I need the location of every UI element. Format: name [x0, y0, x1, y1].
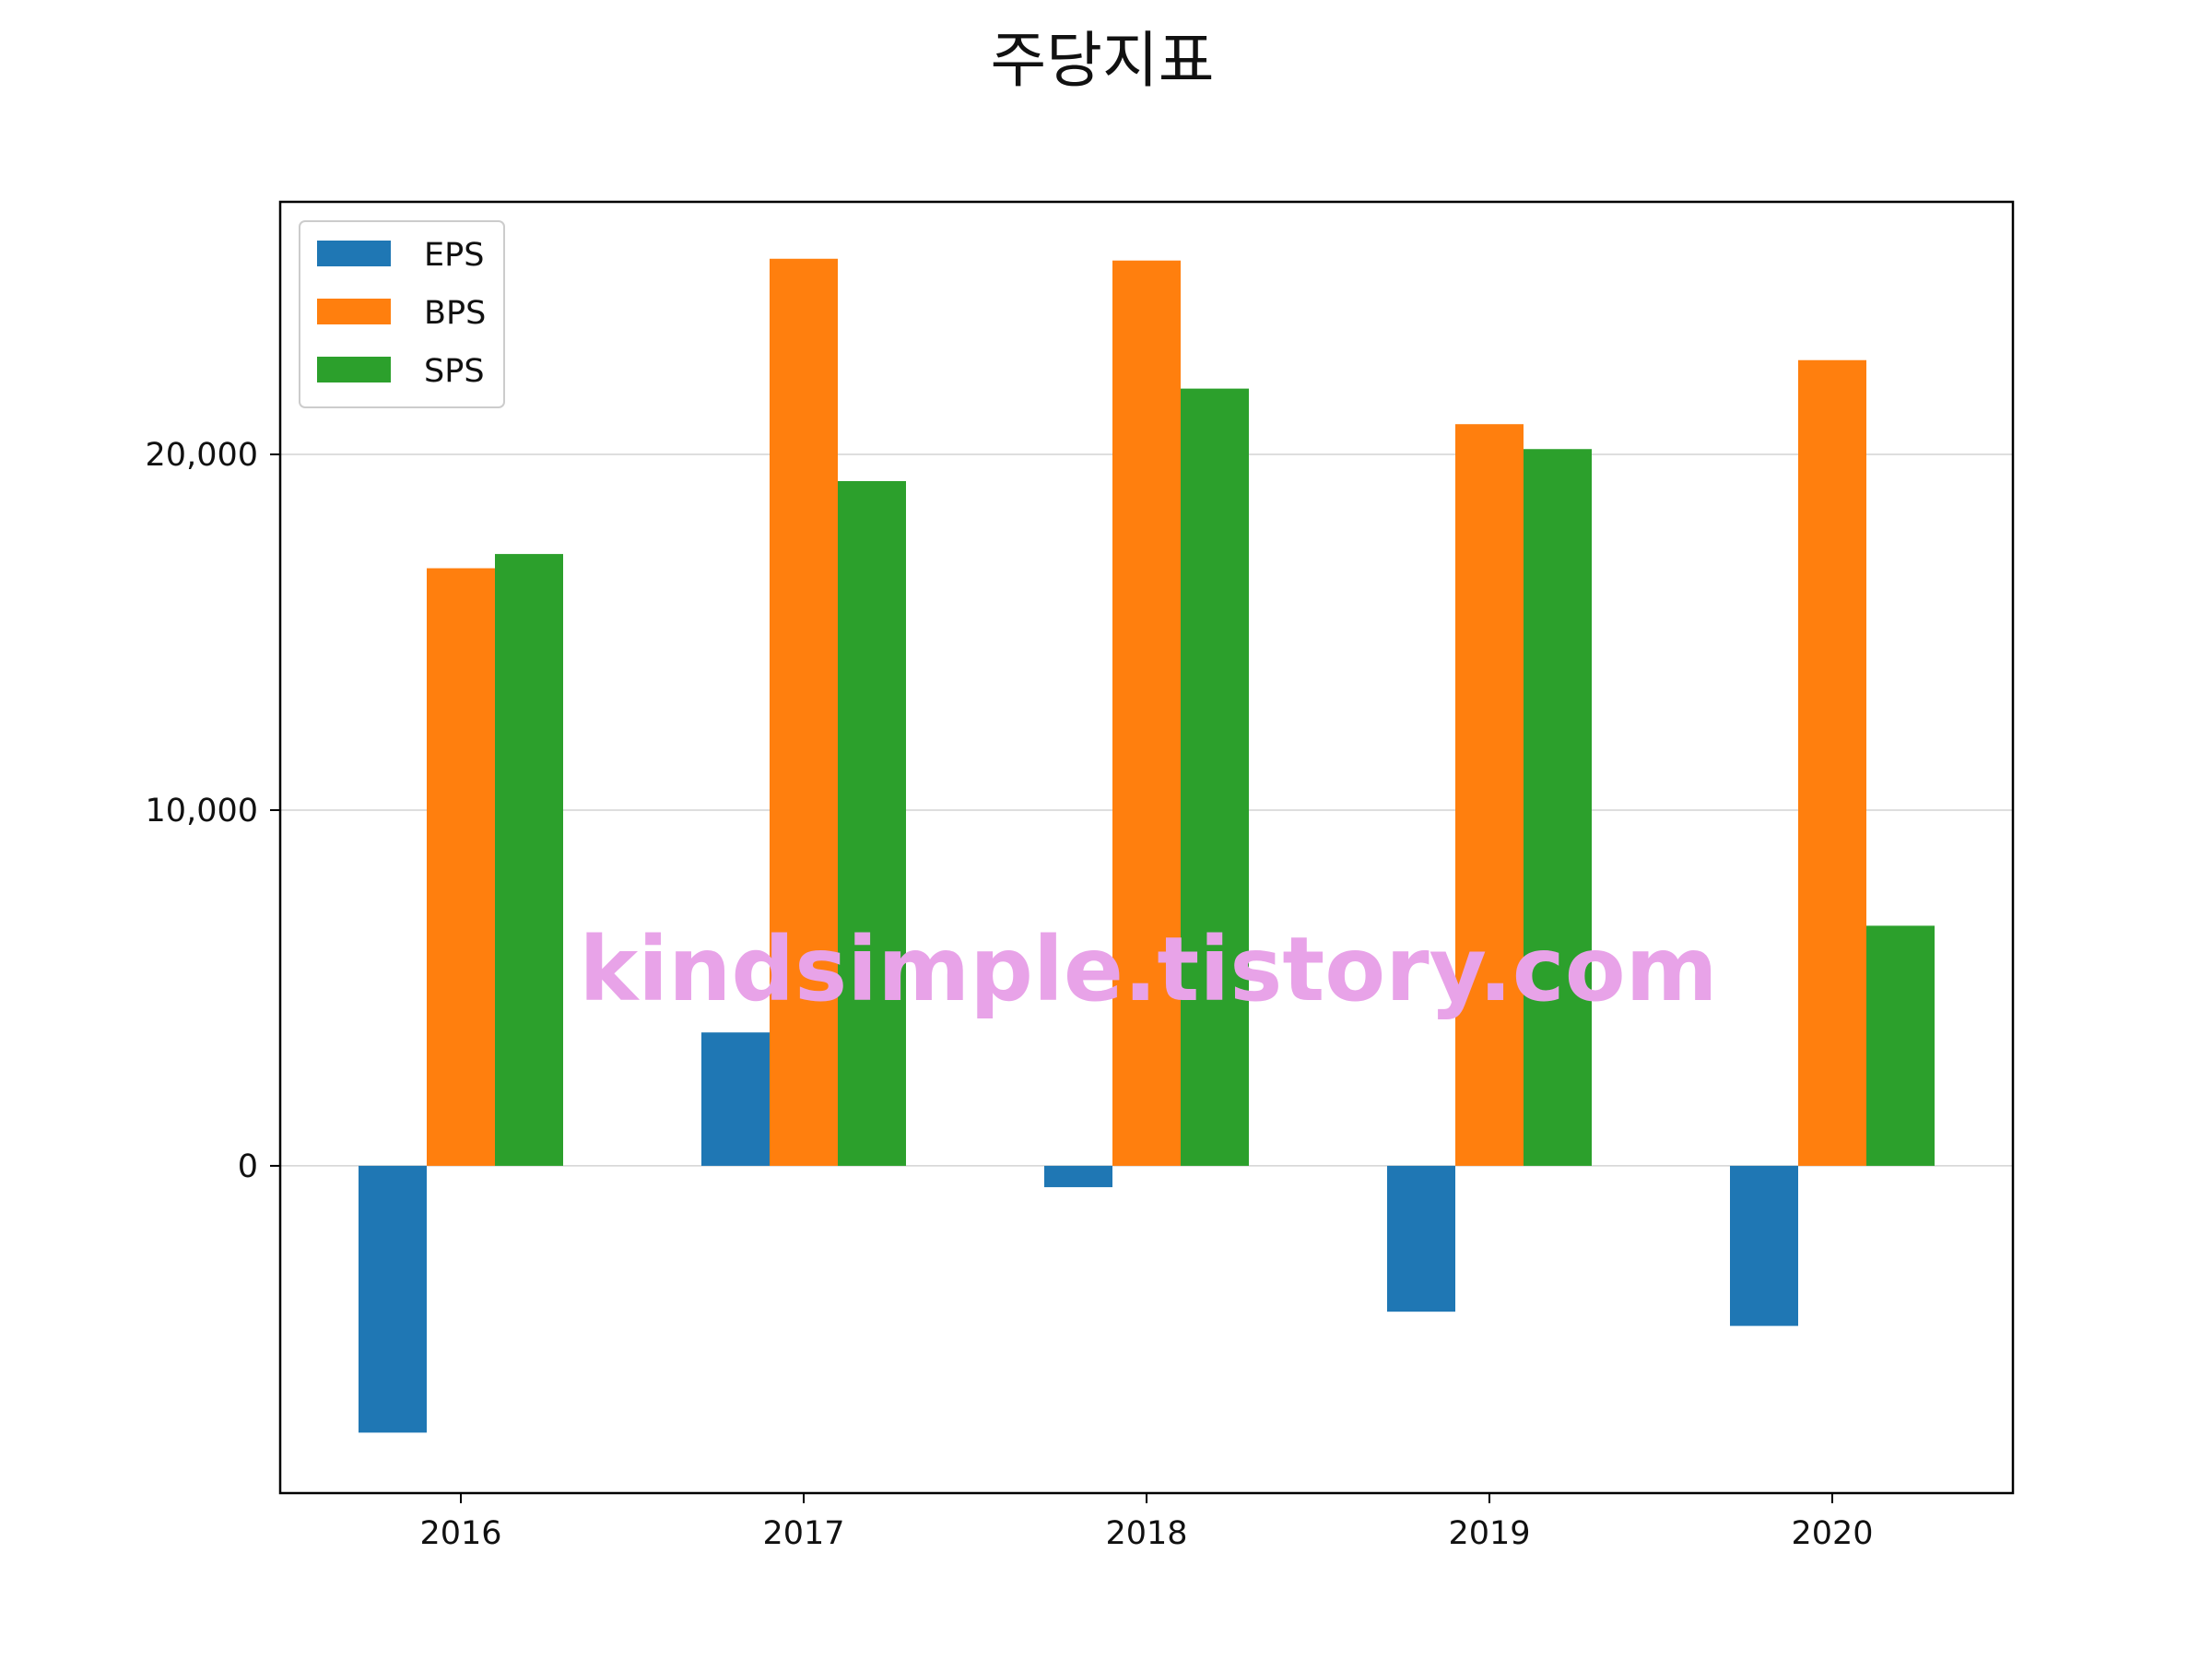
bar-sps-2020	[1866, 925, 1935, 1166]
bar-sps-2016	[495, 554, 563, 1166]
legend-swatch-bps	[317, 299, 391, 324]
x-tick-label: 2016	[419, 1515, 501, 1552]
y-tick-label: 20,000	[146, 437, 258, 474]
y-tick-label: 0	[238, 1148, 258, 1185]
plot-area	[278, 200, 2015, 1495]
legend-label-bps: BPS	[424, 295, 486, 332]
legend-swatch-eps	[317, 241, 391, 266]
chart-title: 주당지표	[991, 25, 1215, 96]
bar-eps-2019	[1387, 1165, 1455, 1312]
legend-swatch-sps	[317, 357, 391, 382]
legend: EPS BPS SPS	[299, 220, 505, 408]
y-tick-label: 10,000	[146, 793, 258, 830]
legend-label-eps: EPS	[424, 237, 484, 274]
x-tick-label: 2018	[1105, 1515, 1187, 1552]
bar-bps-2017	[770, 258, 838, 1166]
bar-eps-2020	[1730, 1165, 1798, 1326]
bar-eps-2018	[1044, 1165, 1112, 1188]
x-axis: 2016 2017 2018 2019 2020	[419, 1493, 1874, 1552]
bar-bps-2020	[1798, 359, 1866, 1166]
bar-eps-2016	[359, 1165, 427, 1433]
bars	[359, 258, 1935, 1433]
x-tick-label: 2019	[1448, 1515, 1530, 1552]
bar-bps-2019	[1455, 424, 1524, 1166]
bar-bps-2018	[1112, 260, 1181, 1166]
x-tick-label: 2017	[762, 1515, 844, 1552]
bar-sps-2018	[1181, 388, 1249, 1166]
bar-sps-2019	[1524, 449, 1592, 1166]
y-axis: 0 10,000 20,000	[146, 437, 280, 1185]
bar-bps-2016	[427, 568, 495, 1166]
legend-label-sps: SPS	[424, 353, 485, 390]
bar-eps-2017	[701, 1032, 770, 1166]
bar-sps-2017	[838, 480, 906, 1166]
watermark: kindsimple.tistory.com	[579, 918, 1717, 1021]
x-tick-label: 2020	[1791, 1515, 1873, 1552]
